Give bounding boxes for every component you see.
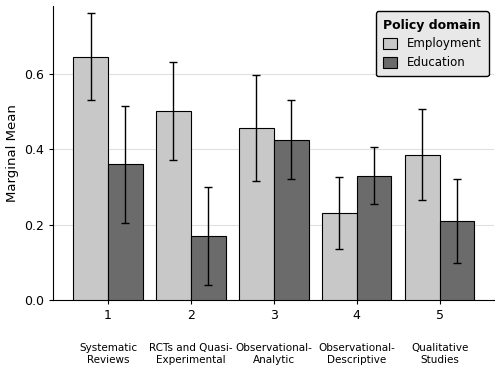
Text: Observational-
Descriptive: Observational- Descriptive bbox=[318, 343, 395, 365]
Y-axis label: Marginal Mean: Marginal Mean bbox=[6, 104, 18, 202]
Bar bbox=[274, 140, 308, 300]
Bar bbox=[108, 164, 143, 300]
Text: Observational-
Analytic: Observational- Analytic bbox=[236, 343, 312, 365]
Legend: Employment, Education: Employment, Education bbox=[376, 12, 488, 77]
Bar bbox=[156, 111, 191, 300]
Bar bbox=[405, 155, 440, 300]
Bar bbox=[191, 236, 226, 300]
Bar bbox=[356, 176, 392, 300]
Text: Qualitative
Studies: Qualitative Studies bbox=[411, 343, 469, 365]
Bar bbox=[239, 128, 274, 300]
Bar bbox=[322, 213, 356, 300]
Text: RCTs and Quasi-
Experimental: RCTs and Quasi- Experimental bbox=[149, 343, 232, 365]
Bar bbox=[440, 221, 474, 300]
Text: Systematic
Reviews: Systematic Reviews bbox=[79, 343, 137, 365]
Bar bbox=[73, 57, 108, 300]
